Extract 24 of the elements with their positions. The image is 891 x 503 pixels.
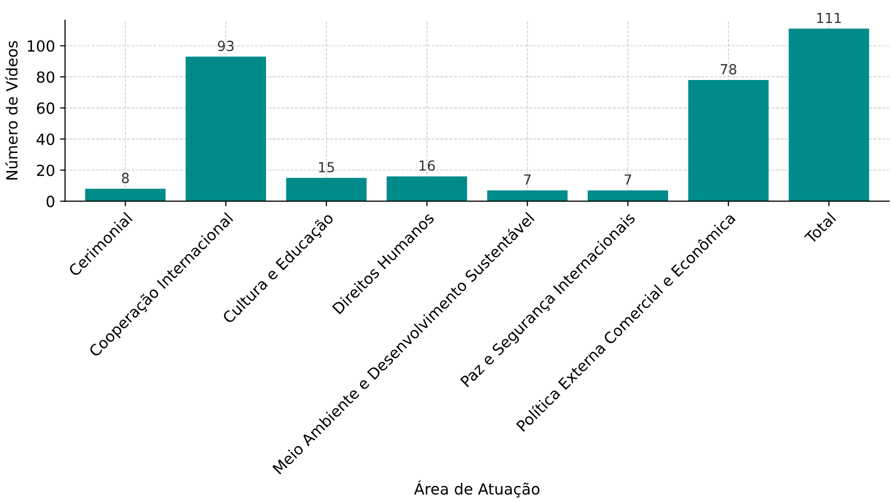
bar <box>788 28 870 202</box>
data-label: 78 <box>720 64 736 74</box>
y-tick-label: 100 <box>28 40 54 52</box>
data-label: 7 <box>524 174 531 185</box>
bar <box>386 176 468 202</box>
bar <box>85 188 166 202</box>
data-label: 111 <box>817 12 841 24</box>
bar <box>286 178 367 202</box>
y-tick-label: 60 <box>36 102 54 114</box>
y-tick-label: 80 <box>36 71 54 83</box>
data-label: 16 <box>420 160 435 171</box>
data-label: 8 <box>122 172 129 184</box>
bar <box>588 190 668 202</box>
bar <box>487 190 568 202</box>
data-label: 15 <box>319 162 334 172</box>
data-label: 7 <box>624 174 632 185</box>
bar <box>688 80 769 202</box>
bar <box>186 56 266 202</box>
y-tick-label: 40 <box>36 133 54 146</box>
data-label: 93 <box>218 40 234 52</box>
y-tick-label: 20 <box>37 164 54 176</box>
y-tick-label: 0 <box>46 196 54 208</box>
y-axis-title: Número de Vídeos <box>5 41 18 180</box>
x-axis-title: Área de Atuação <box>414 480 540 498</box>
